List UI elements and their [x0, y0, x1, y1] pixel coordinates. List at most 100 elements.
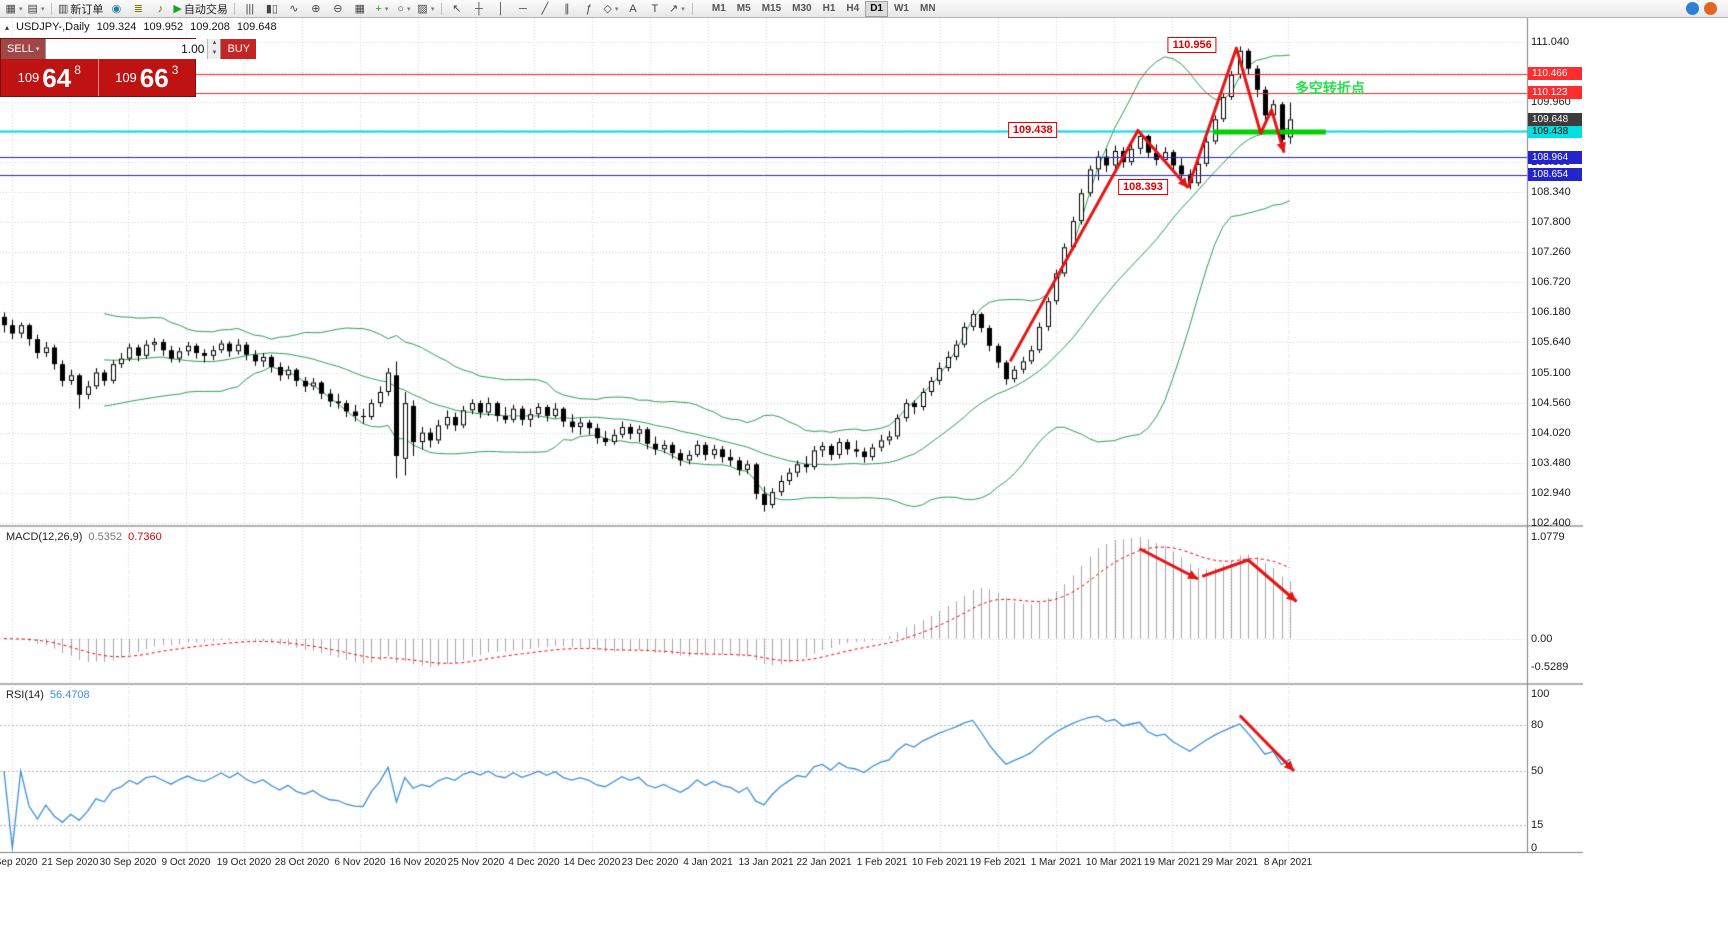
timeframe-m15-button[interactable]: M15	[761, 2, 782, 14]
sell-price-button[interactable]: 109 64 8	[1, 59, 99, 96]
chevron-down-icon: ▾	[35, 46, 40, 53]
line-chart-button[interactable]: ∿	[283, 1, 305, 17]
periods-button[interactable]: ○ ▾	[393, 1, 415, 17]
market-watch-button[interactable]: ◉	[105, 1, 127, 17]
volume-down-button[interactable]: ▼	[208, 49, 221, 59]
toolbar-separator	[440, 2, 442, 15]
volume-up-button[interactable]: ▲	[208, 39, 221, 49]
zoom-in-button[interactable]: ⊕	[305, 1, 327, 17]
date-label: 25 Nov 2020	[447, 857, 505, 868]
volume-field: ▲ ▼	[45, 39, 222, 59]
buy-mode-button[interactable]: BUY	[221, 39, 257, 59]
timeframe-mn-button[interactable]: MN	[919, 2, 936, 14]
profiles-icon: ▤	[27, 2, 38, 15]
toolbar-separator	[51, 2, 52, 15]
horizontal-line-icon: ─	[518, 2, 527, 15]
crosshair-button[interactable]: ┼	[468, 1, 490, 17]
price-scale-label: 108.340	[1531, 186, 1571, 199]
horizontal-line-button[interactable]: ─	[512, 1, 534, 17]
channel-icon: ∥	[564, 2, 570, 15]
level-price-tag: 110.123	[1528, 86, 1582, 100]
periods-icon: ○	[397, 2, 404, 15]
date-label: 16 Nov 2020	[389, 857, 447, 868]
text-button[interactable]: A	[622, 1, 644, 17]
price-annotation-box: 109.438	[1007, 121, 1058, 138]
candlestick-chart-button[interactable]: ▮▯	[261, 1, 283, 17]
autotrading-button[interactable]: ▶ 自动交易	[171, 1, 229, 17]
high-value: 109.952	[143, 21, 184, 33]
macd-label: MACD(12,26,9) 0.5352 0.7360	[6, 531, 162, 543]
tile-windows-button[interactable]: ▦	[349, 1, 371, 17]
one-click-collapse-arrow-icon[interactable]: ▴	[5, 22, 10, 32]
current-price-tag: 109.648	[1528, 112, 1582, 126]
text-label-icon: T	[651, 2, 659, 15]
trendline-button[interactable]: ╱	[534, 1, 556, 17]
rsi-scale-label: 15	[1531, 818, 1544, 831]
chevron-down-icon: ▾	[681, 5, 685, 13]
timeframe-h4-button[interactable]: H4	[846, 2, 860, 14]
timeframe-h1-button[interactable]: H1	[822, 2, 836, 14]
new-order-button-label: 新订单	[70, 3, 104, 16]
price-scale-label: 103.480	[1531, 456, 1571, 469]
channel-button[interactable]: ∥	[556, 1, 578, 17]
level-price-tag: 109.438	[1528, 124, 1582, 138]
rsi-label: RSI(14) 56.4708	[6, 689, 90, 701]
buy-price-button[interactable]: 109 66 3	[99, 59, 196, 96]
price-scale-label: 105.640	[1531, 336, 1571, 349]
date-label: 14 Dec 2020	[563, 857, 621, 868]
price-scale-label: 104.560	[1531, 396, 1571, 409]
new-order-icon: ▥	[58, 2, 69, 15]
data-window-button[interactable]: ≣	[127, 1, 149, 17]
price-scale-label: 102.940	[1531, 486, 1571, 499]
volume-input[interactable]	[46, 39, 208, 59]
date-label: 4 Dec 2020	[508, 857, 560, 868]
rsi-scale-label: 50	[1531, 765, 1544, 777]
profiles-button[interactable]: ▤ ▾	[25, 1, 47, 17]
level-price-tag: 110.466	[1528, 67, 1582, 81]
date-label: 23 Dec 2020	[621, 857, 679, 868]
data-window-icon: ≣	[133, 2, 144, 15]
zoom-in-icon: ⊕	[311, 2, 321, 15]
date-label: 4 Jan 2021	[683, 857, 733, 868]
indicators-button[interactable]: + ▾	[371, 1, 393, 17]
price-scale-label: 105.100	[1531, 366, 1571, 379]
date-label: 28 Oct 2020	[274, 857, 330, 868]
autotrading-button-label: 自动交易	[183, 3, 228, 16]
timeframe-w1-button[interactable]: W1	[893, 2, 909, 14]
text-icon: A	[629, 2, 637, 15]
toolbar-separator	[233, 2, 235, 15]
zoom-out-button[interactable]: ⊖	[327, 1, 349, 17]
text-label-button[interactable]: T	[644, 1, 666, 17]
shapes-button[interactable]: ◇ ▾	[600, 1, 622, 17]
rsi-scale-label: 80	[1531, 718, 1544, 731]
rsi-value: 56.4708	[49, 689, 90, 701]
timeframe-m1-button[interactable]: M1	[711, 2, 726, 14]
sound-button[interactable]: ♪	[149, 1, 171, 17]
close-value: 109.648	[236, 21, 277, 33]
rsi-scale-label: 100	[1531, 688, 1550, 700]
templates-button[interactable]: ▨ ▾	[415, 1, 437, 17]
new-chart-button[interactable]: ▦ ▾	[3, 1, 25, 17]
news-icon[interactable]	[1704, 2, 1717, 15]
sell-mode-button[interactable]: SELL ▾	[1, 39, 46, 59]
chevron-down-icon: ▾	[384, 5, 389, 13]
community-icon[interactable]	[1686, 2, 1699, 15]
vertical-line-button[interactable]: │	[490, 1, 512, 17]
timeframe-d1-button[interactable]: D1	[865, 0, 888, 17]
timeframe-m30-button[interactable]: M30	[792, 2, 812, 14]
fibonacci-button[interactable]: ƒ	[578, 1, 600, 17]
date-label: 10 Feb 2021	[911, 857, 969, 868]
arrows-button[interactable]: ↗ ▾	[666, 1, 688, 17]
bar-chart-button[interactable]: |||	[239, 1, 261, 17]
sell-price-pip: 8	[74, 62, 81, 77]
price-annotation-box: 110.956	[1167, 36, 1217, 53]
vertical-line-icon: │	[497, 2, 505, 15]
date-label: 1 Mar 2021	[1030, 857, 1082, 868]
sell-price-main: 64	[42, 62, 72, 93]
timeframe-m5-button[interactable]: M5	[736, 2, 751, 14]
bar-chart-icon: |||	[245, 2, 255, 15]
date-label: 1 Sep 2020	[0, 857, 38, 868]
new-order-button[interactable]: ▥ 新订单	[56, 1, 105, 17]
cursor-button[interactable]: ↖	[446, 1, 468, 17]
